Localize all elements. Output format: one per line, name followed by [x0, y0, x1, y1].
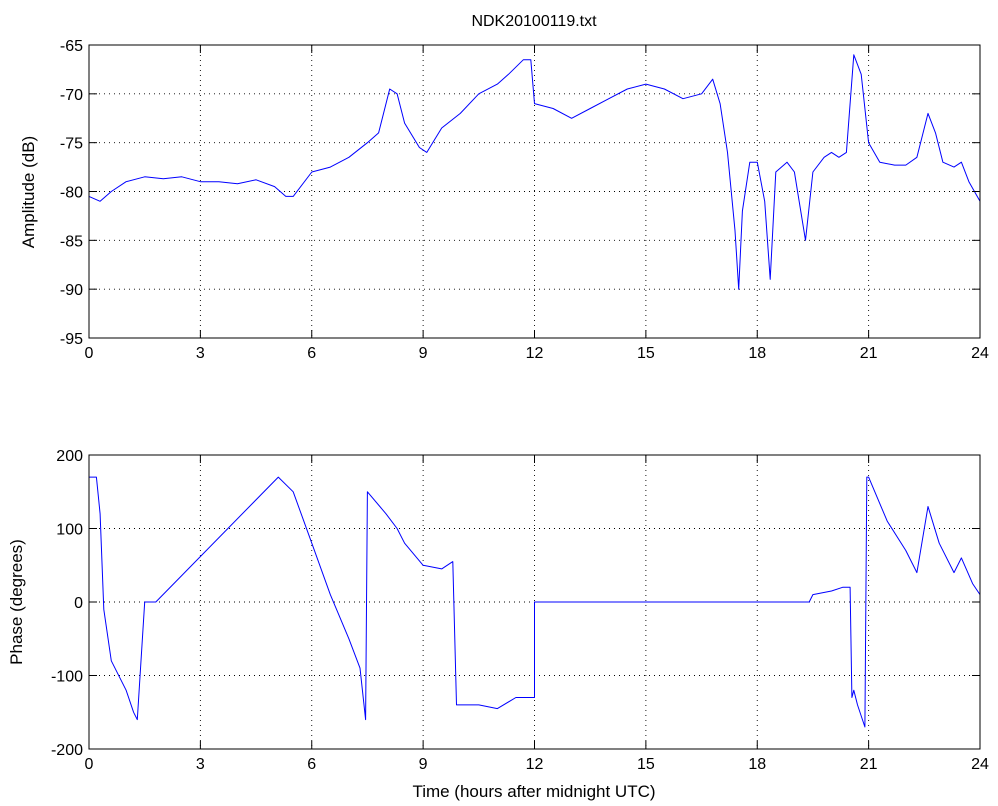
amplitude-y-tick-label: -70 [60, 87, 83, 104]
amplitude-grid [89, 45, 980, 338]
amplitude-series-line [88, 54, 981, 290]
phase-y-tick-label: -100 [51, 669, 83, 686]
amplitude-y-axis-label: Amplitude (dB) [19, 136, 38, 248]
phase-x-tick-label: 15 [637, 756, 655, 773]
amplitude-x-tick-label: 12 [526, 345, 544, 362]
phase-panel: 0 3 6 9 12 15 18 21 24 -200 -100 0 100 200 Phase (deg… [7, 448, 989, 801]
phase-x-tick-label: 21 [860, 756, 878, 773]
amplitude-y-tick-label: -65 [60, 38, 83, 55]
phase-y-tick-label: 200 [56, 448, 83, 465]
phase-y-tick-label: 100 [56, 522, 83, 539]
phase-x-tick-label: 18 [748, 756, 766, 773]
phase-x-tick-label: 6 [307, 756, 316, 773]
phase-y-axis-label: Phase (degrees) [7, 539, 26, 665]
amplitude-y-tick-label: -90 [60, 282, 83, 299]
phase-x-tick-label: 9 [419, 756, 428, 773]
phase-x-axis-label: Time (hours after midnight UTC) [412, 782, 655, 801]
amplitude-x-tick-label: 24 [971, 345, 989, 362]
amplitude-x-tick-label: 15 [637, 345, 655, 362]
amplitude-panel: 0 3 6 9 12 15 18 21 24 -95 -90 -85 -80 -75 -70 -65 Ampl… [19, 38, 989, 362]
amplitude-x-tick-label: 21 [860, 345, 878, 362]
amplitude-x-tick-label: 0 [85, 345, 94, 362]
phase-y-tick-label: 0 [74, 595, 83, 612]
phase-x-tick-label: 0 [85, 756, 94, 773]
phase-series-line [89, 476, 981, 728]
phase-x-tick-label: 24 [971, 756, 989, 773]
phase-y-tick-label: -200 [51, 742, 83, 759]
amplitude-y-tick-label: -95 [60, 331, 83, 348]
amplitude-x-tick-label: 6 [307, 345, 316, 362]
figure-title: NDK20100119.txt [471, 13, 597, 30]
amplitude-y-tick-label: -75 [60, 136, 83, 153]
phase-x-tick-label: 12 [526, 756, 544, 773]
amplitude-x-tick-label: 18 [748, 345, 766, 362]
phase-ticks: 0 3 6 9 12 15 18 21 24 -200 -100 0 100 200 [51, 448, 989, 773]
amplitude-x-tick-label: 9 [419, 345, 428, 362]
amplitude-ticks: 0 3 6 9 12 15 18 21 24 -95 -90 -85 -80 -75 -70 -65 [60, 38, 989, 362]
amplitude-y-tick-label: -80 [60, 185, 83, 202]
amplitude-x-tick-label: 3 [196, 345, 205, 362]
phase-x-tick-label: 3 [196, 756, 205, 773]
amplitude-y-tick-label: -85 [60, 233, 83, 250]
